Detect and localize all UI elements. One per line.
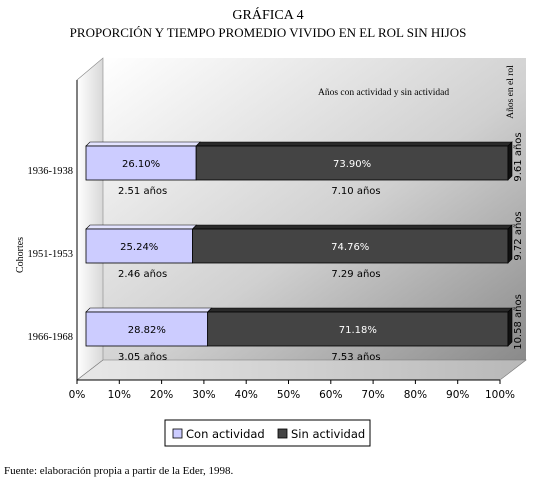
- legend-label-sin-actividad: Sin actividad: [291, 427, 365, 441]
- x-tick-label: 40%: [235, 389, 258, 401]
- x-tick-label: 100%: [485, 389, 515, 401]
- x-axis-ticks: 0% 10% 20% 30% 40% 50% 60% 70% 80% 90% 100%: [69, 380, 515, 401]
- bar-segment: [85, 311, 209, 347]
- bar-value-label: 73.90%: [333, 159, 371, 170]
- x-tick-label: 60%: [319, 389, 342, 401]
- x-tick-label: 0%: [69, 389, 86, 401]
- bar-top-face: [85, 307, 213, 313]
- source-note: Fuente: elaboración propia a partir de l…: [4, 465, 233, 477]
- x-tick-label: 30%: [192, 389, 215, 401]
- bar-top-face: [206, 307, 513, 313]
- bar-end-cap: [507, 224, 513, 264]
- years-label: 2.46 años: [118, 269, 167, 280]
- legend-label-con-actividad: Con actividad: [186, 427, 265, 441]
- category-label: 1951-1953: [28, 249, 74, 260]
- bar-end-cap: [507, 307, 513, 347]
- x-tick-label: 90%: [446, 389, 469, 401]
- bar-top-face: [191, 224, 513, 230]
- legend-frame: [164, 419, 371, 447]
- legend: Con actividad Sin actividad: [164, 419, 371, 447]
- bar-segment: [85, 145, 197, 181]
- legend-swatch-sin-actividad: [277, 428, 288, 439]
- category-label: 1966-1968: [28, 332, 74, 343]
- years-label: 3.05 años: [118, 352, 167, 363]
- category-label: 1936-1938: [28, 166, 74, 177]
- bar-value-label: 25.24%: [120, 242, 158, 253]
- bar-top-face: [85, 224, 198, 230]
- bar-segment: [195, 145, 509, 181]
- y-axis-title: Cohortes: [15, 237, 26, 273]
- plot-floor: [76, 359, 527, 381]
- x-tick-label: 80%: [404, 389, 427, 401]
- bar-value-label: 71.18%: [339, 325, 377, 336]
- bar-value-label: 74.76%: [331, 242, 369, 253]
- bar-end-cap: [507, 141, 513, 181]
- bars-layer: 26.10% 2.51 años 73.90% 7.10 años 9.61 años 2…: [85, 132, 524, 363]
- bar-value-label: 26.10%: [122, 159, 160, 170]
- years-label: 2.51 años: [118, 186, 167, 197]
- years-label: 7.10 años: [331, 186, 380, 197]
- x-tick-label: 20%: [150, 389, 173, 401]
- bar-top-face: [85, 141, 201, 147]
- plot-back-wall: [103, 58, 526, 360]
- category-labels: 1936-1938 1951-1953 1966-1968: [28, 166, 74, 343]
- bar-top-face: [195, 141, 513, 147]
- chart-annotation: Años con actividad y sin actividad: [318, 88, 449, 98]
- total-years-label: 9.61 años: [513, 132, 524, 181]
- years-label: 7.29 años: [331, 269, 380, 280]
- x-tick-label: 10%: [108, 389, 131, 401]
- right-axis-title: Años en el rol: [506, 65, 516, 119]
- total-years-label: 9.72 años: [513, 211, 524, 260]
- legend-swatch-con-actividad: [172, 428, 183, 439]
- total-years-label: 10.58 años: [513, 294, 524, 350]
- years-label: 7.53 años: [331, 352, 380, 363]
- bar-value-label: 28.82%: [128, 325, 166, 336]
- x-tick-label: 50%: [277, 389, 300, 401]
- bar-segment: [207, 311, 509, 347]
- chart-subtitle: PROPORCIÓN Y TIEMPO PROMEDIO VIVIDO EN E…: [70, 25, 467, 40]
- chart-title: GRÁFICA 4: [232, 6, 303, 23]
- x-tick-label: 70%: [361, 389, 384, 401]
- bar-segment: [85, 228, 193, 264]
